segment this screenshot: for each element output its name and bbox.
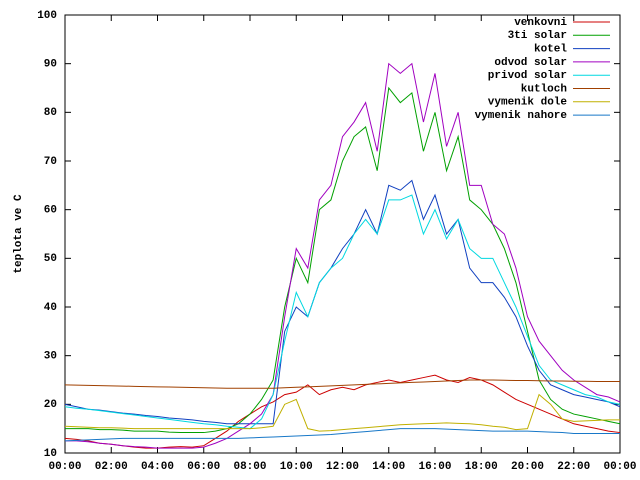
y-tick-label: 50 bbox=[44, 253, 57, 265]
legend-label: kotel bbox=[534, 44, 567, 56]
x-tick-label: 18:00 bbox=[465, 461, 498, 473]
x-tick-label: 00:00 bbox=[603, 461, 636, 473]
y-tick-label: 80 bbox=[44, 107, 57, 119]
series-line bbox=[64, 428, 620, 442]
y-tick-label: 70 bbox=[44, 156, 57, 168]
y-tick-label: 30 bbox=[44, 351, 57, 363]
y-axis-label: teplota ve C bbox=[13, 194, 25, 274]
legend-label: vymenik nahore bbox=[475, 110, 568, 122]
x-tick-label: 02:00 bbox=[95, 461, 128, 473]
series-line bbox=[65, 86, 621, 434]
legend-label: kutloch bbox=[521, 83, 567, 95]
y-tick-label: 10 bbox=[44, 448, 57, 460]
y-tick-label: 100 bbox=[37, 10, 57, 22]
x-tick-label: 10:00 bbox=[280, 461, 313, 473]
y-tick-label: 60 bbox=[44, 205, 57, 217]
legend-label: venkovni bbox=[514, 17, 567, 29]
x-tick-label: 08:00 bbox=[233, 461, 266, 473]
y-tick-label: 20 bbox=[44, 399, 57, 411]
series-line bbox=[64, 179, 621, 425]
x-tick-label: 00:00 bbox=[48, 461, 81, 473]
x-tick-label: 04:00 bbox=[141, 461, 174, 473]
x-tick-label: 06:00 bbox=[187, 461, 220, 473]
y-tick-label: 90 bbox=[44, 59, 57, 71]
series-line bbox=[65, 62, 621, 449]
legend-label: 3ti solar bbox=[508, 30, 567, 42]
y-tick-label: 40 bbox=[44, 302, 57, 314]
series-line bbox=[64, 393, 620, 432]
x-tick-label: 14:00 bbox=[372, 461, 405, 473]
series-line bbox=[64, 379, 620, 389]
series-line bbox=[64, 194, 621, 430]
x-tick-label: 22:00 bbox=[557, 461, 590, 473]
x-tick-label: 12:00 bbox=[326, 461, 359, 473]
x-tick-label: 16:00 bbox=[418, 461, 451, 473]
legend-label: vymenik dole bbox=[488, 97, 568, 109]
legend-label: privod solar bbox=[488, 70, 567, 82]
legend-label: odvod solar bbox=[494, 57, 567, 69]
x-tick-label: 20:00 bbox=[511, 461, 544, 473]
